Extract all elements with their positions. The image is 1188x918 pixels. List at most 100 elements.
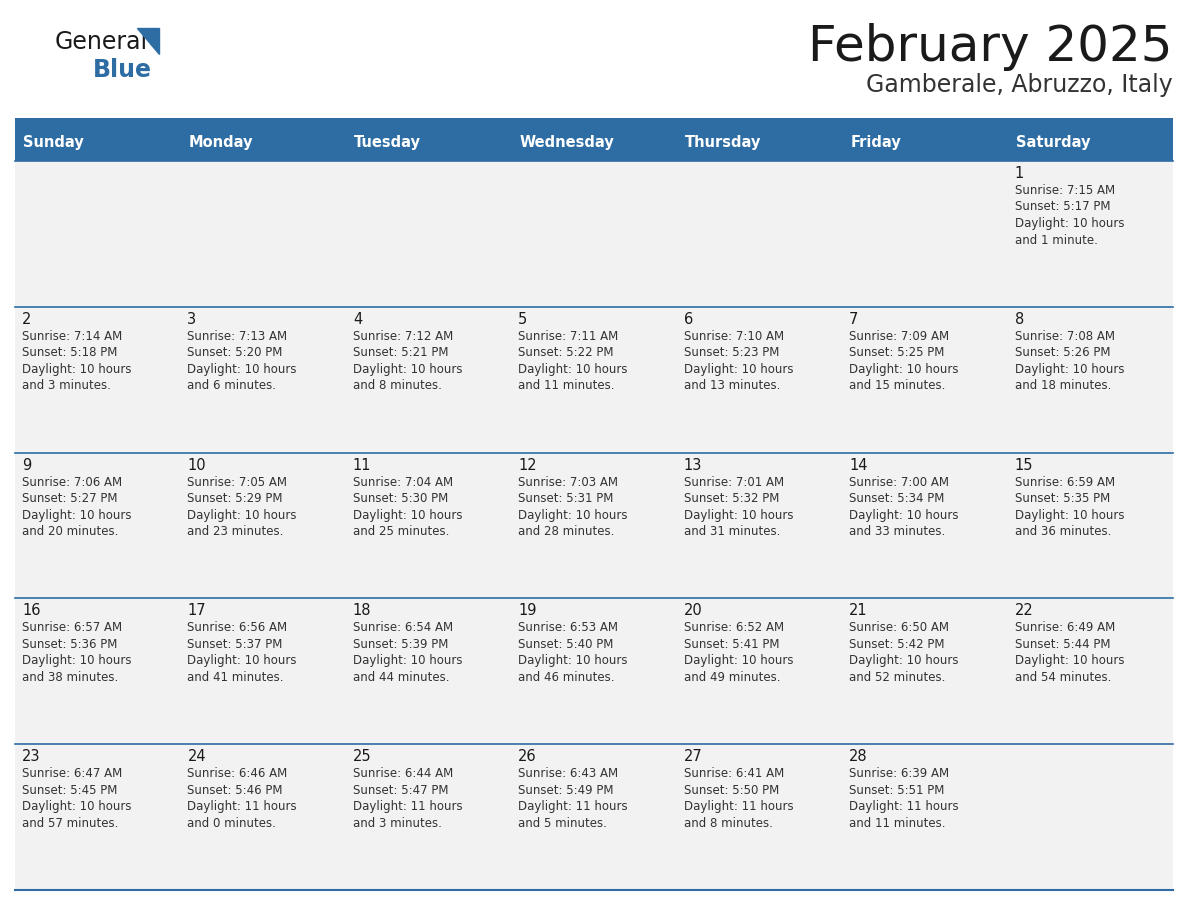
Text: and 54 minutes.: and 54 minutes. xyxy=(1015,671,1111,684)
Bar xyxy=(181,307,346,453)
Text: Thursday: Thursday xyxy=(684,135,762,150)
Text: Sunset: 5:30 PM: Sunset: 5:30 PM xyxy=(353,492,448,505)
Text: and 3 minutes.: and 3 minutes. xyxy=(353,817,442,830)
Bar xyxy=(1007,453,1173,599)
Text: Daylight: 11 hours: Daylight: 11 hours xyxy=(849,800,959,813)
Text: 14: 14 xyxy=(849,457,867,473)
Bar xyxy=(1007,123,1173,161)
Bar xyxy=(181,744,346,890)
Bar xyxy=(677,453,842,599)
Text: Wednesday: Wednesday xyxy=(519,135,614,150)
Bar xyxy=(842,307,1007,453)
Text: Daylight: 11 hours: Daylight: 11 hours xyxy=(188,800,297,813)
Text: 20: 20 xyxy=(684,603,702,619)
Text: Sunrise: 6:41 AM: Sunrise: 6:41 AM xyxy=(684,767,784,780)
Text: 26: 26 xyxy=(518,749,537,764)
Text: and 57 minutes.: and 57 minutes. xyxy=(23,817,119,830)
Text: Daylight: 11 hours: Daylight: 11 hours xyxy=(684,800,794,813)
Text: Sunset: 5:50 PM: Sunset: 5:50 PM xyxy=(684,784,779,797)
Text: Sunrise: 6:47 AM: Sunrise: 6:47 AM xyxy=(23,767,122,780)
Text: 24: 24 xyxy=(188,749,206,764)
Bar xyxy=(511,123,677,161)
Bar xyxy=(346,161,511,307)
Bar xyxy=(511,307,677,453)
Text: 1: 1 xyxy=(1015,166,1024,181)
Text: Sunset: 5:32 PM: Sunset: 5:32 PM xyxy=(684,492,779,505)
Text: Tuesday: Tuesday xyxy=(354,135,421,150)
Text: 19: 19 xyxy=(518,603,537,619)
Text: Sunset: 5:26 PM: Sunset: 5:26 PM xyxy=(1015,346,1110,359)
Text: Blue: Blue xyxy=(93,58,152,82)
Text: and 25 minutes.: and 25 minutes. xyxy=(353,525,449,538)
Text: and 23 minutes.: and 23 minutes. xyxy=(188,525,284,538)
Text: Sunset: 5:46 PM: Sunset: 5:46 PM xyxy=(188,784,283,797)
Text: 15: 15 xyxy=(1015,457,1034,473)
Text: Sunset: 5:40 PM: Sunset: 5:40 PM xyxy=(518,638,614,651)
Text: Sunrise: 7:00 AM: Sunrise: 7:00 AM xyxy=(849,476,949,488)
Text: 11: 11 xyxy=(353,457,372,473)
Bar xyxy=(15,599,181,744)
Text: Daylight: 11 hours: Daylight: 11 hours xyxy=(353,800,462,813)
Text: Sunset: 5:17 PM: Sunset: 5:17 PM xyxy=(1015,200,1110,214)
Text: Sunrise: 6:53 AM: Sunrise: 6:53 AM xyxy=(518,621,618,634)
Text: Sunrise: 7:13 AM: Sunrise: 7:13 AM xyxy=(188,330,287,342)
Text: Sunrise: 7:04 AM: Sunrise: 7:04 AM xyxy=(353,476,453,488)
Text: and 0 minutes.: and 0 minutes. xyxy=(188,817,277,830)
Text: Daylight: 10 hours: Daylight: 10 hours xyxy=(23,800,132,813)
Text: and 5 minutes.: and 5 minutes. xyxy=(518,817,607,830)
Text: and 52 minutes.: and 52 minutes. xyxy=(849,671,946,684)
Text: Sunset: 5:27 PM: Sunset: 5:27 PM xyxy=(23,492,118,505)
Text: Daylight: 10 hours: Daylight: 10 hours xyxy=(353,655,462,667)
Text: Friday: Friday xyxy=(851,135,901,150)
Bar xyxy=(511,453,677,599)
Bar xyxy=(15,744,181,890)
Text: and 8 minutes.: and 8 minutes. xyxy=(684,817,772,830)
Bar xyxy=(346,599,511,744)
Text: 3: 3 xyxy=(188,312,196,327)
Bar xyxy=(511,599,677,744)
Text: and 20 minutes.: and 20 minutes. xyxy=(23,525,119,538)
Text: Sunset: 5:37 PM: Sunset: 5:37 PM xyxy=(188,638,283,651)
Text: Sunset: 5:18 PM: Sunset: 5:18 PM xyxy=(23,346,118,359)
Text: Gamberale, Abruzzo, Italy: Gamberale, Abruzzo, Italy xyxy=(866,73,1173,97)
Bar xyxy=(842,453,1007,599)
Bar xyxy=(15,161,181,307)
Text: Sunset: 5:29 PM: Sunset: 5:29 PM xyxy=(188,492,283,505)
Text: Sunset: 5:36 PM: Sunset: 5:36 PM xyxy=(23,638,118,651)
Text: Sunrise: 7:10 AM: Sunrise: 7:10 AM xyxy=(684,330,784,342)
Text: and 38 minutes.: and 38 minutes. xyxy=(23,671,119,684)
Bar xyxy=(677,744,842,890)
Text: Sunset: 5:51 PM: Sunset: 5:51 PM xyxy=(849,784,944,797)
Text: 18: 18 xyxy=(353,603,372,619)
Text: Sunset: 5:22 PM: Sunset: 5:22 PM xyxy=(518,346,614,359)
Text: Sunset: 5:34 PM: Sunset: 5:34 PM xyxy=(849,492,944,505)
Text: and 6 minutes.: and 6 minutes. xyxy=(188,379,277,392)
Text: and 28 minutes.: and 28 minutes. xyxy=(518,525,614,538)
Text: Daylight: 10 hours: Daylight: 10 hours xyxy=(23,655,132,667)
Text: Daylight: 11 hours: Daylight: 11 hours xyxy=(518,800,628,813)
Text: 22: 22 xyxy=(1015,603,1034,619)
Text: Daylight: 10 hours: Daylight: 10 hours xyxy=(1015,217,1124,230)
Bar xyxy=(677,599,842,744)
Text: 12: 12 xyxy=(518,457,537,473)
Text: and 11 minutes.: and 11 minutes. xyxy=(849,817,946,830)
Text: Daylight: 10 hours: Daylight: 10 hours xyxy=(518,509,627,521)
Text: Sunset: 5:49 PM: Sunset: 5:49 PM xyxy=(518,784,614,797)
Text: Sunrise: 7:05 AM: Sunrise: 7:05 AM xyxy=(188,476,287,488)
Bar xyxy=(181,453,346,599)
Text: General: General xyxy=(55,30,148,54)
Text: Sunrise: 6:54 AM: Sunrise: 6:54 AM xyxy=(353,621,453,634)
Text: Sunset: 5:45 PM: Sunset: 5:45 PM xyxy=(23,784,118,797)
Text: Sunrise: 7:15 AM: Sunrise: 7:15 AM xyxy=(1015,184,1114,197)
Bar xyxy=(677,161,842,307)
Bar xyxy=(181,161,346,307)
Bar xyxy=(677,123,842,161)
Text: and 8 minutes.: and 8 minutes. xyxy=(353,379,442,392)
Text: Daylight: 10 hours: Daylight: 10 hours xyxy=(1015,655,1124,667)
Bar xyxy=(346,744,511,890)
Text: Daylight: 10 hours: Daylight: 10 hours xyxy=(353,509,462,521)
Text: and 3 minutes.: and 3 minutes. xyxy=(23,379,110,392)
Text: Sunrise: 6:44 AM: Sunrise: 6:44 AM xyxy=(353,767,453,780)
Text: Daylight: 10 hours: Daylight: 10 hours xyxy=(849,509,959,521)
Text: Sunrise: 7:01 AM: Sunrise: 7:01 AM xyxy=(684,476,784,488)
